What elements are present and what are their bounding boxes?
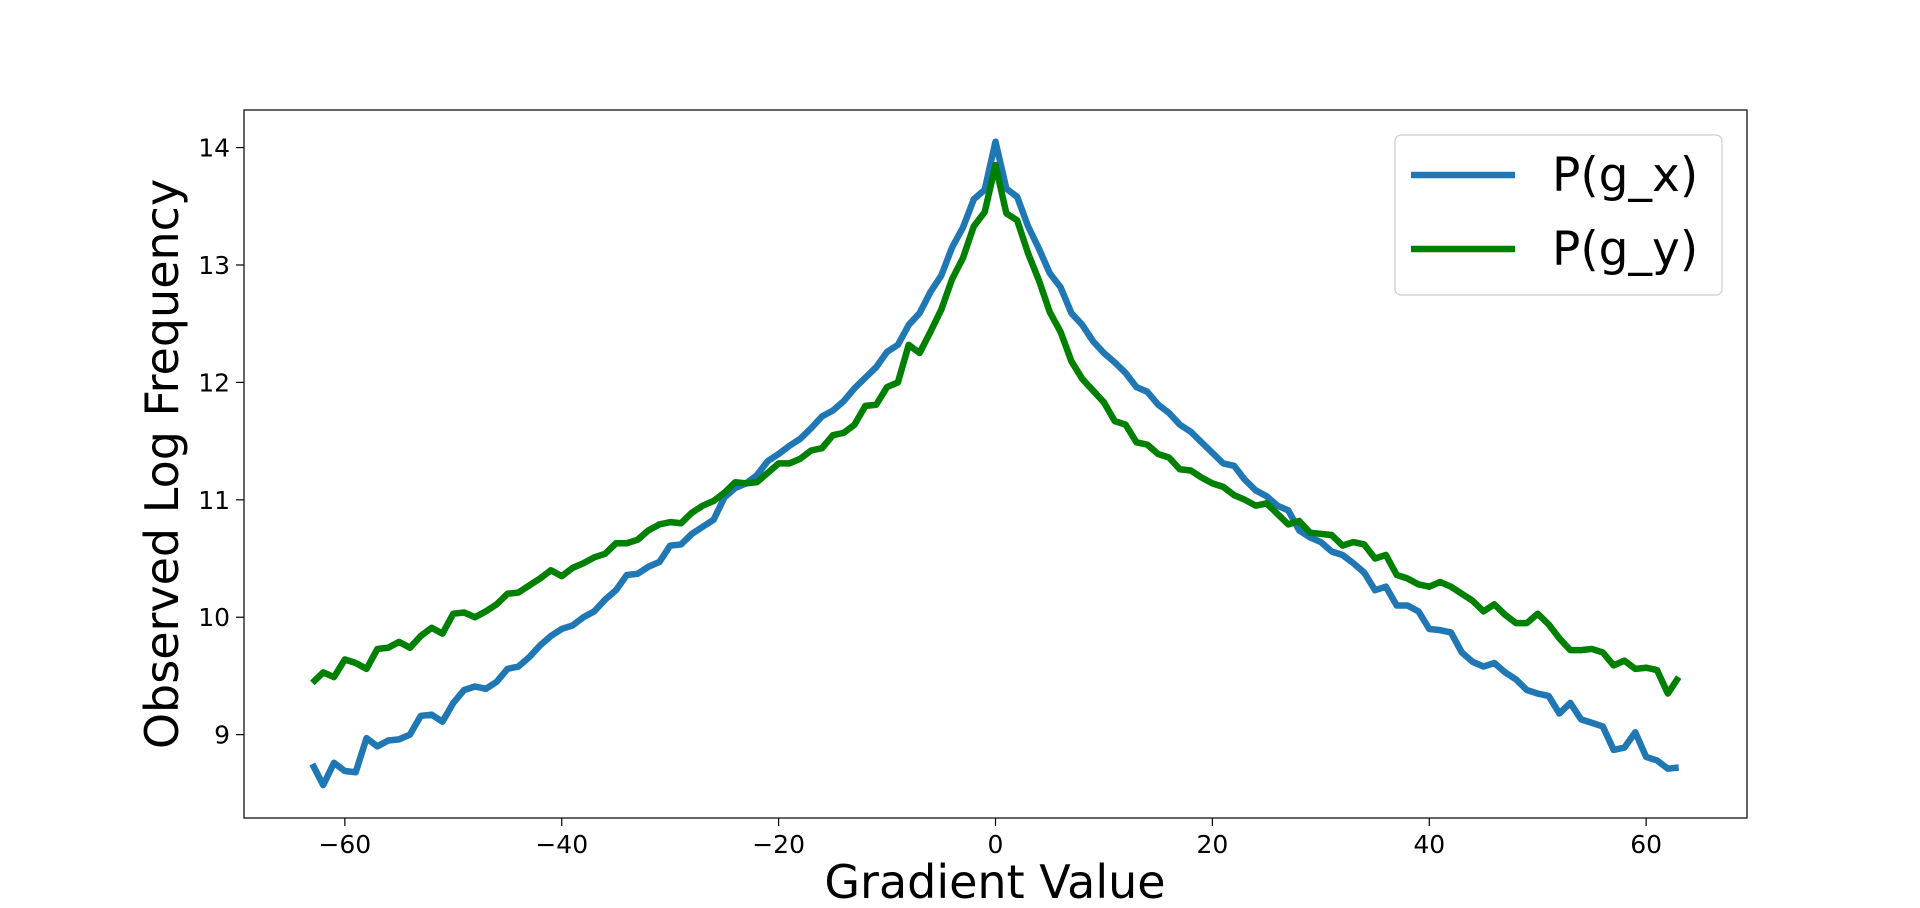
x-tick-label: 0 <box>988 830 1004 859</box>
y-tick-label: 10 <box>198 603 230 632</box>
x-tick-label: 20 <box>1196 830 1228 859</box>
x-tick-label: −40 <box>535 830 588 859</box>
x-tick-label: 60 <box>1630 830 1662 859</box>
legend-label: P(g_y) <box>1552 222 1698 277</box>
line-series <box>310 161 1682 697</box>
x-tick-label: −60 <box>318 830 371 859</box>
y-tick-label: 14 <box>198 134 230 163</box>
y-tick-label: 9 <box>214 721 230 750</box>
x-axis-label: Gradient Value <box>824 855 1165 908</box>
y-tick-label: 13 <box>198 251 230 280</box>
x-tick-label: 40 <box>1413 830 1445 859</box>
x-tick-label: −20 <box>752 830 805 859</box>
y-axis-label: Observed Log Frequency <box>135 179 189 749</box>
y-tick-label: 12 <box>198 368 230 397</box>
legend-label: P(g_x) <box>1552 148 1698 203</box>
line-series <box>309 138 1680 789</box>
plot-frame <box>243 109 1748 819</box>
y-tick-label: 11 <box>198 486 230 515</box>
